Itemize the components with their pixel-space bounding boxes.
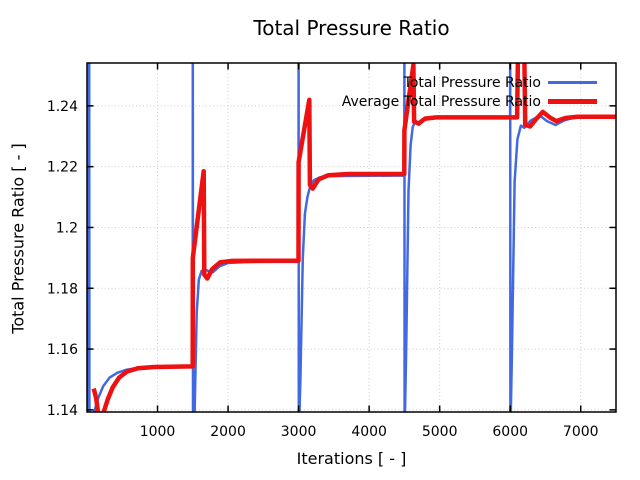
x-tick-label: 4000	[351, 424, 387, 440]
x-axis-label: Iterations [ - ]	[296, 449, 407, 468]
tick-labels: 1000 2000 3000 4000 5000 6000 7000 1.14 1.16 1.18…	[47, 99, 599, 440]
y-axis-label: Total Pressure Ratio [ - ]	[8, 143, 28, 334]
y-tick-label: 1.24	[47, 99, 78, 115]
x-tick-label: 5000	[422, 424, 458, 440]
x-tick-label: 2000	[210, 424, 246, 440]
x-tick-label: 3000	[281, 424, 317, 440]
x-tick-label: 7000	[563, 424, 599, 440]
legend-line-sample-red	[548, 99, 597, 104]
legend-line-sample-blue	[548, 81, 597, 84]
chart-title: Total Pressure Ratio	[253, 16, 450, 40]
y-tick-label: 1.14	[47, 403, 78, 419]
y-tick-label: 1.16	[47, 342, 78, 358]
legend-label: Average Total Pressure Ratio	[341, 93, 541, 110]
y-tick-label: 1.18	[47, 281, 78, 297]
plot-border	[86, 62, 617, 413]
legend-entry-average-total-pressure-ratio: Average Total Pressure Ratio	[342, 92, 597, 111]
x-tick-label: 6000	[492, 424, 528, 440]
legend-label: Total Pressure Ratio	[403, 74, 541, 91]
series-line-red	[91, 63, 616, 412]
legend-entry-total-pressure-ratio: Total Pressure Ratio	[342, 73, 597, 92]
x-tick-label: 1000	[140, 424, 176, 440]
legend: Total Pressure Ratio Average Total Press…	[342, 73, 597, 111]
y-tick-label: 1.2	[56, 220, 78, 236]
tick-marks	[87, 63, 616, 412]
y-tick-label: 1.22	[47, 160, 78, 176]
